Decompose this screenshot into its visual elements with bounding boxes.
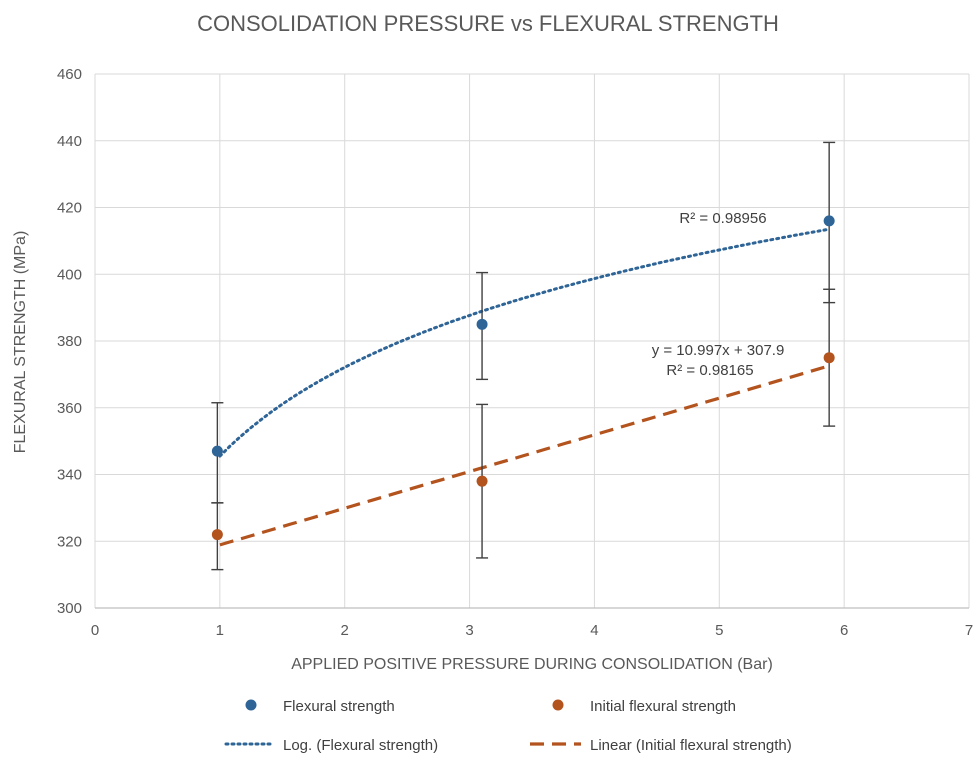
x-tick-label: 4 — [590, 622, 598, 639]
x-tick-label: 1 — [216, 622, 224, 639]
y-tick-label: 320 — [57, 533, 82, 550]
y-tick-label: 420 — [57, 200, 82, 217]
y-tick-label: 460 — [57, 66, 82, 83]
axes: 300 320 340 360 380 400 420 440 460 0 1 2 3 4 5 6 7 — [57, 66, 973, 639]
linear-trendline-equation-label: y = 10.997x + 307.9 — [652, 342, 785, 359]
x-tick-label: 0 — [91, 622, 99, 639]
legend: Flexural strength Initial flexural streng… — [224, 698, 792, 754]
log-trendline — [218, 227, 831, 458]
log-trendline-r2-label: R² = 0.98956 — [679, 210, 766, 227]
initial-flexural-strength-point — [211, 529, 223, 541]
legend-marker-initial-flexural-strength — [552, 699, 564, 711]
y-tick-label: 400 — [57, 266, 82, 283]
trendline-labels: R² = 0.98956 y = 10.997x + 307.9 R² = 0.98… — [652, 210, 785, 379]
flexural-strength-point — [823, 215, 835, 227]
initial-flexural-strength-point — [476, 475, 488, 487]
legend-marker-flexural-strength — [245, 699, 257, 711]
flexural-strength-point — [211, 445, 223, 457]
linear-trendline-r2-label: R² = 0.98165 — [666, 362, 753, 379]
linear-trendline — [219, 364, 830, 547]
y-tick-label: 380 — [57, 333, 82, 350]
x-tick-label: 6 — [840, 622, 848, 639]
y-tick-label: 440 — [57, 133, 82, 150]
legend-label-log-trendline: Log. (Flexural strength) — [283, 737, 438, 754]
trendlines — [218, 227, 831, 547]
chart-title: CONSOLIDATION PRESSURE vs FLEXURAL STREN… — [197, 11, 779, 36]
y-tick-label: 300 — [57, 600, 82, 617]
grid — [94, 73, 970, 609]
x-tick-label: 3 — [465, 622, 473, 639]
x-tick-label: 2 — [341, 622, 349, 639]
legend-label-linear-trendline: Linear (Initial flexural strength) — [590, 737, 792, 754]
legend-label-initial-flexural-strength: Initial flexural strength — [590, 698, 736, 715]
flexural-strength-point — [476, 318, 488, 330]
y-tick-label: 360 — [57, 400, 82, 417]
data-points — [211, 215, 835, 541]
y-axis-label: FLEXURAL STRENGTH (MPa) — [12, 231, 29, 454]
y-tick-label: 340 — [57, 467, 82, 484]
initial-flexural-strength-point — [823, 352, 835, 364]
x-tick-label: 5 — [715, 622, 723, 639]
x-axis-label: APPLIED POSITIVE PRESSURE DURING CONSOLI… — [291, 656, 773, 673]
legend-label-flexural-strength: Flexural strength — [283, 698, 395, 715]
x-tick-label: 7 — [965, 622, 973, 639]
